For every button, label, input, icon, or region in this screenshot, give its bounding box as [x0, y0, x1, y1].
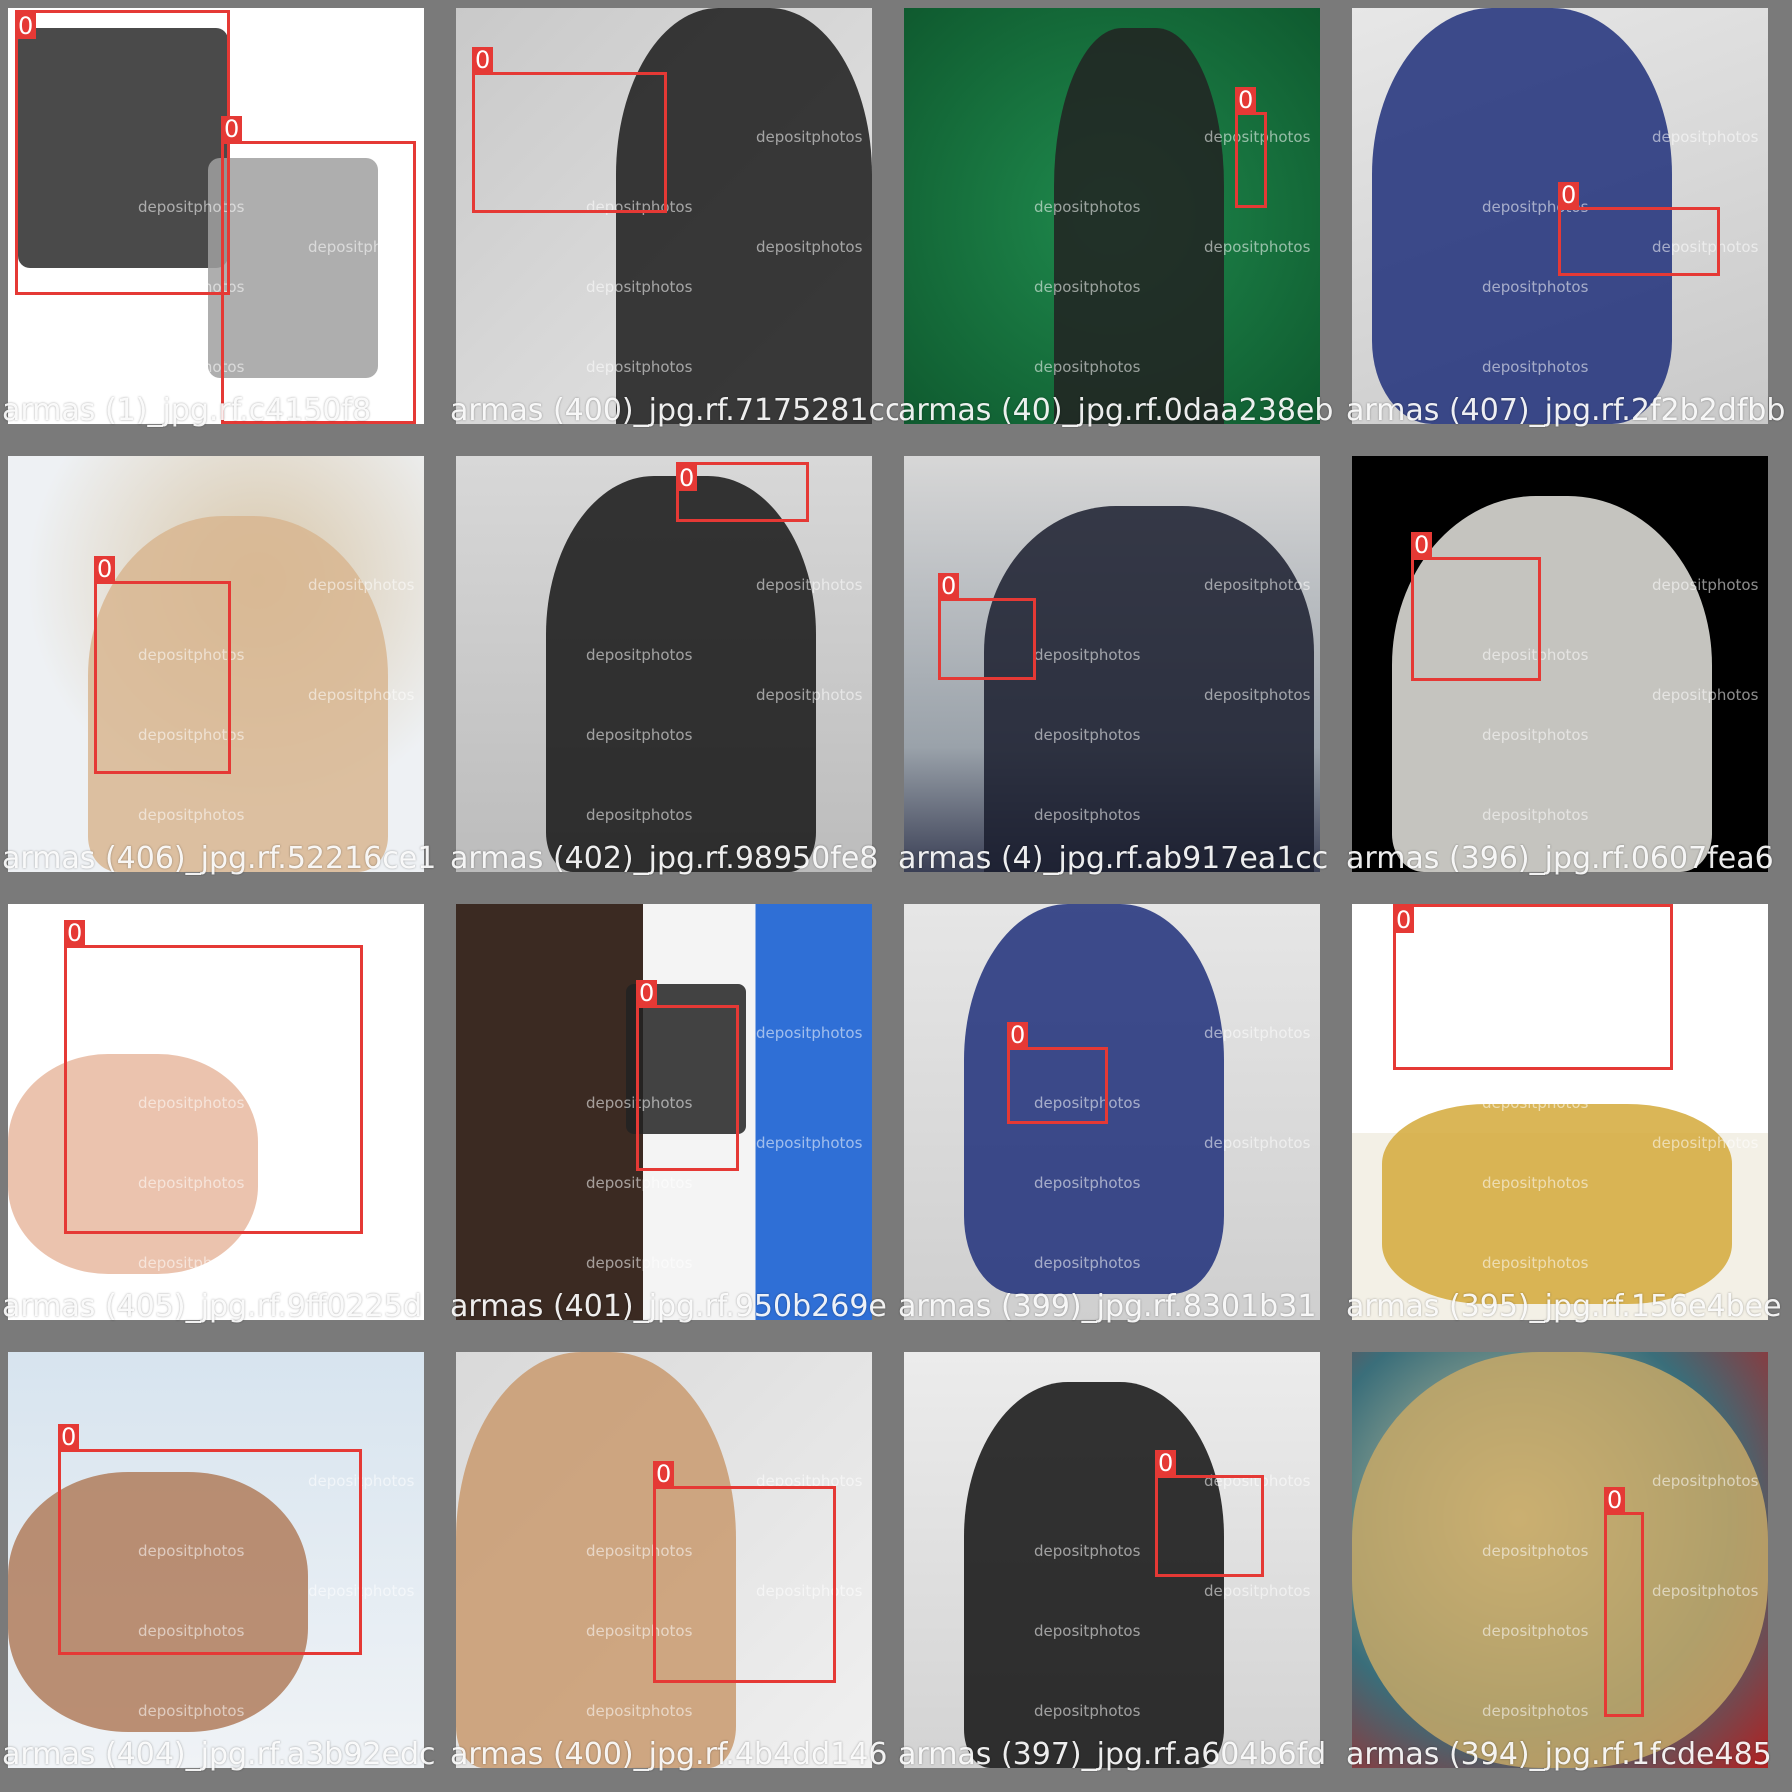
class-label: 0 [472, 47, 494, 73]
image-filename-caption: armas (40)_jpg.rf.0daa238eb [898, 394, 1334, 428]
photo-subject [1392, 496, 1712, 872]
image-filename-caption: armas (401)_jpg.rf.950b269e [450, 1290, 887, 1324]
image-tile: depositphotos depositphotos depositphotos d… [456, 456, 872, 872]
image-filename-caption: armas (399)_jpg.rf.8301b31 [898, 1290, 1317, 1324]
photo-subject [18, 28, 228, 268]
photo-subject [88, 516, 388, 872]
photo-subject [1054, 28, 1224, 424]
class-label: 0 [1007, 1022, 1029, 1048]
class-label: 0 [1155, 1450, 1177, 1476]
photo-subject [626, 984, 746, 1134]
class-label: 0 [58, 1424, 80, 1450]
image-tile: depositphotos depositphotos depositphotos d… [8, 456, 424, 872]
detection-box: 0 [58, 1424, 362, 1655]
class-label: 0 [64, 920, 86, 946]
detection-box: 0 [938, 573, 1036, 680]
image-filename-caption: armas (406)_jpg.rf.52216ce1 [2, 842, 437, 876]
class-label: 0 [1604, 1487, 1626, 1513]
image-tile: depositphotos depositphotos depositphotos d… [8, 904, 424, 1320]
class-label: 0 [653, 1461, 675, 1487]
photo-subject [456, 1352, 736, 1768]
image-tile: depositphotos depositphotos depositphotos d… [456, 904, 872, 1320]
detection-box: 0 [94, 556, 231, 774]
class-label: 0 [1411, 532, 1433, 558]
class-label: 0 [676, 465, 698, 491]
detection-box: 0 [1558, 182, 1720, 276]
image-filename-caption: armas (397)_jpg.rf.a604b6fd [898, 1738, 1327, 1772]
class-label: 0 [221, 116, 243, 142]
image-tile: depositphotos depositphotos depositphotos d… [904, 456, 1320, 872]
image-filename-caption: armas (4)_jpg.rf.ab917ea1cc [898, 842, 1329, 876]
class-label: 0 [15, 13, 37, 39]
image-tile: depositphotos depositphotos depositphotos d… [1352, 8, 1768, 424]
photo-subject [616, 8, 872, 424]
detection-box: 0 [1007, 1022, 1108, 1124]
detection-box: 0 [472, 47, 667, 213]
image-filename-caption: armas (400)_jpg.rf.7175281cc [450, 394, 898, 428]
photo-subject [1372, 8, 1672, 424]
image-filename-caption: armas (1)_jpg.rf.c4150f8 [2, 394, 372, 428]
image-tile: depositphotos depositphotos depositphotos d… [1352, 456, 1768, 872]
photo-subject [208, 158, 378, 378]
detection-box: 0 [1604, 1487, 1644, 1717]
image-tile: depositphotos depositphotos depositphotos d… [904, 8, 1320, 424]
image-filename-caption: armas (404)_jpg.rf.a3b92edc [2, 1738, 436, 1772]
image-filename-caption: armas (405)_jpg.rf.9ff0225d [2, 1290, 422, 1324]
image-filename-caption: armas (394)_jpg.rf.1fcde485 [1346, 1738, 1772, 1772]
detection-box: 0 [1155, 1450, 1264, 1577]
image-tile: depositphotos depositphotos depositphotos d… [904, 904, 1320, 1320]
image-tile: depositphotos depositphotos depositphotos d… [456, 8, 872, 424]
detection-box: 0 [653, 1461, 836, 1683]
image-tile: depositphotos depositphotos depositphotos d… [456, 1352, 872, 1768]
photo-subject [984, 506, 1314, 872]
detection-box: 0 [1393, 904, 1673, 1070]
detection-box: 0 [1411, 532, 1541, 681]
photo-subject [1352, 1352, 1768, 1768]
photo-subject [1382, 1104, 1732, 1304]
photo-subject [546, 476, 816, 872]
class-label: 0 [1235, 87, 1257, 113]
class-label: 0 [938, 573, 960, 599]
detection-box: 0 [1235, 87, 1267, 208]
detection-box: 0 [64, 920, 363, 1234]
image-filename-caption: armas (400)_jpg.rf.4b4dd146 [450, 1738, 888, 1772]
class-label: 0 [636, 980, 658, 1006]
photo-subject [8, 1054, 258, 1274]
detection-box: 0 [221, 116, 416, 424]
image-tile: depositphotos depositphotos depositphotos d… [904, 1352, 1320, 1768]
detection-box: 0 [636, 980, 739, 1171]
image-tile: depositphotos depositphotos depositphotos d… [8, 8, 424, 424]
image-filename-caption: armas (396)_jpg.rf.0607fea6 [1346, 842, 1774, 876]
image-tile: depositphotos depositphotos depositphotos d… [8, 1352, 424, 1768]
image-tile: depositphotos depositphotos depositphotos d… [1352, 1352, 1768, 1768]
class-label: 0 [1558, 182, 1580, 208]
detection-box: 0 [676, 462, 809, 522]
detection-box: 0 [15, 10, 230, 295]
image-tile: depositphotos depositphotos depositphotos d… [1352, 904, 1768, 1320]
class-label: 0 [1393, 907, 1415, 933]
image-filename-caption: armas (407)_jpg.rf.2f2b2dfbb [1346, 394, 1786, 428]
image-filename-caption: armas (402)_jpg.rf.98950fe8 [450, 842, 879, 876]
class-label: 0 [94, 556, 116, 582]
image-filename-caption: armas (395)_jpg.rf.156e4bee [1346, 1290, 1782, 1324]
